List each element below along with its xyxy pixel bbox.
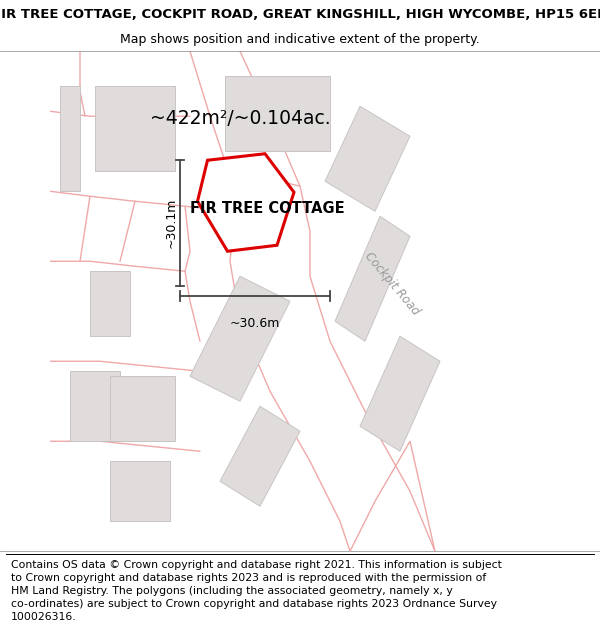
- Text: 100026316.: 100026316.: [11, 612, 76, 622]
- Text: FIR TREE COTTAGE, COCKPIT ROAD, GREAT KINGSHILL, HIGH WYCOMBE, HP15 6ER: FIR TREE COTTAGE, COCKPIT ROAD, GREAT KI…: [0, 8, 600, 21]
- Text: FIR TREE COTTAGE: FIR TREE COTTAGE: [190, 201, 345, 216]
- Polygon shape: [360, 336, 440, 451]
- Text: HM Land Registry. The polygons (including the associated geometry, namely x, y: HM Land Registry. The polygons (includin…: [11, 586, 452, 596]
- Text: Contains OS data © Crown copyright and database right 2021. This information is : Contains OS data © Crown copyright and d…: [11, 560, 502, 570]
- Polygon shape: [220, 406, 300, 506]
- Text: ~422m²/~0.104ac.: ~422m²/~0.104ac.: [150, 109, 331, 128]
- Polygon shape: [190, 276, 290, 401]
- Polygon shape: [225, 76, 330, 151]
- Text: to Crown copyright and database rights 2023 and is reproduced with the permissio: to Crown copyright and database rights 2…: [11, 573, 486, 583]
- Polygon shape: [110, 461, 170, 521]
- Text: ~30.1m: ~30.1m: [164, 198, 178, 248]
- Text: co-ordinates) are subject to Crown copyright and database rights 2023 Ordnance S: co-ordinates) are subject to Crown copyr…: [11, 599, 497, 609]
- Polygon shape: [95, 86, 175, 171]
- Polygon shape: [60, 86, 80, 191]
- Text: Cockpit Road: Cockpit Road: [362, 250, 422, 318]
- Polygon shape: [70, 371, 120, 441]
- Polygon shape: [335, 216, 410, 341]
- Text: ~30.6m: ~30.6m: [230, 318, 280, 330]
- Polygon shape: [325, 106, 410, 211]
- Polygon shape: [197, 154, 294, 251]
- Polygon shape: [90, 271, 130, 336]
- Polygon shape: [110, 376, 175, 441]
- Text: Map shows position and indicative extent of the property.: Map shows position and indicative extent…: [120, 34, 480, 46]
